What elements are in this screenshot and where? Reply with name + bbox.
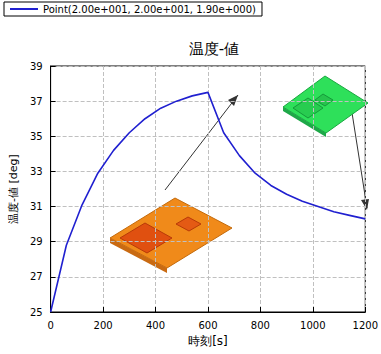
svg-text:1000: 1000: [300, 320, 325, 331]
svg-text:25: 25: [30, 307, 43, 318]
svg-text:37: 37: [30, 96, 43, 107]
svg-text:29: 29: [30, 236, 43, 247]
svg-text:35: 35: [30, 131, 43, 142]
svg-text:温度-値 [deg]: 温度-値 [deg]: [7, 154, 20, 224]
svg-text:200: 200: [94, 320, 113, 331]
svg-text:27: 27: [30, 271, 43, 282]
svg-text:0: 0: [47, 320, 53, 331]
svg-text:800: 800: [251, 320, 270, 331]
svg-text:Point(2.00e+001, 2.00e+001, 1.: Point(2.00e+001, 2.00e+001, 1.90e+000): [43, 4, 256, 15]
svg-text:400: 400: [146, 320, 165, 331]
svg-text:時刻[s]: 時刻[s]: [188, 334, 228, 348]
svg-text:600: 600: [198, 320, 217, 331]
svg-text:1200: 1200: [353, 320, 378, 331]
svg-text:31: 31: [30, 201, 43, 212]
svg-text:温度-値: 温度-値: [189, 40, 239, 58]
svg-text:39: 39: [30, 61, 43, 72]
svg-text:33: 33: [30, 166, 43, 177]
